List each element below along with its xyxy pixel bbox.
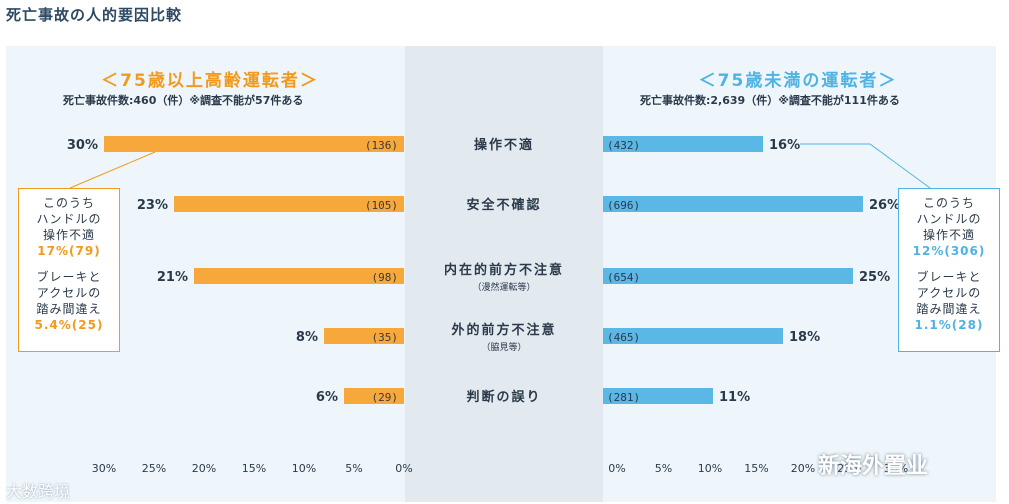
left-tick-label: 15% [242,462,266,475]
right-note-line: 踏み間違え [916,302,982,316]
category-label: 安全不確認 [466,197,541,213]
category-label: 外的前方不注意 [450,322,556,338]
right-note-line: ハンドルの [916,212,982,226]
right-value-label: 18% [789,330,820,345]
left-value-label: 23% [137,198,168,213]
right-leader-line [800,143,931,189]
right-note-box: このうち ハンドルの 操作不適 12%(306) ブレーキと アクセルの 踏み間… [898,188,1000,352]
left-tick-label: 25% [142,462,166,475]
left-count-label: (136) [365,139,398,152]
right-note-line: 操作不適 [922,228,975,242]
right-bar [603,136,763,152]
left-value-label: 6% [316,390,338,405]
page-title: 死亡事故の人的要因比較 [6,6,183,24]
left-bar [174,196,404,212]
right-tick-label: 30% [884,462,908,475]
right-count-label: (465) [607,331,640,344]
right-bar [603,196,863,212]
left-tick-label: 0% [395,462,412,475]
left-note-box: このうち ハンドルの 操作不適 17%(79) ブレーキと アクセルの 踏み間違… [18,188,120,352]
right-tick-label: 10% [698,462,722,475]
left-tick-label: 5% [345,462,362,475]
left-panel-heading: ＜75歳以上高齢運転者＞ [101,71,319,91]
category-sublabel: （漫然運転等） [472,281,535,293]
left-count-label: (98) [372,271,399,284]
left-value-label: 8% [296,330,318,345]
left-value-label: 30% [67,138,98,153]
left-count-label: (105) [365,199,398,212]
watermark-left: 大数跨境 [6,482,71,501]
right-value-label: 26% [869,198,900,213]
right-tick-label: 5% [655,462,672,475]
left-bar [324,328,404,344]
right-note-line: アクセルの [916,286,982,300]
left-note-line: 踏み間違え [36,302,102,316]
left-tick-label: 10% [292,462,316,475]
right-count-label: (281) [607,391,640,404]
right-value-label: 25% [859,270,890,285]
left-note-line: アクセルの [36,286,102,300]
right-count-label: (432) [607,139,640,152]
right-bar [603,388,713,404]
left-tick-label: 30% [92,462,116,475]
category-label: 操作不適 [474,137,534,153]
left-tick-label: 20% [192,462,216,475]
right-value-label: 16% [769,138,800,153]
right-count-label: (654) [607,271,640,284]
left-note-line: このうち [42,196,95,210]
category-sublabel: （脇見等） [481,341,526,353]
right-note-value: 1.1%(28) [914,318,984,332]
right-value-label: 11% [719,390,750,405]
left-count-label: (29) [372,391,399,404]
right-bar [603,268,853,284]
right-note-line: このうち [922,196,975,210]
right-bar [603,328,783,344]
right-count-label: (696) [607,199,640,212]
left-bar [194,268,404,284]
right-tick-label: 15% [744,462,768,475]
category-band [405,46,603,502]
left-leader-line [69,151,156,189]
left-note-value: 17%(79) [37,244,101,258]
left-note-line: 操作不適 [42,228,95,242]
left-note-value: 5.4%(25) [34,318,104,332]
left-note-line: ブレーキと [36,270,102,284]
category-label: 判断の誤り [466,389,541,405]
left-note-line: ハンドルの [36,212,102,226]
right-tick-label: 25% [837,462,861,475]
right-panel-heading: ＜75歳未満の運転者＞ [698,71,898,91]
left-panel-subheading: 死亡事故件数:460（件）※調査不能が57件ある [63,94,304,107]
right-tick-label: 0% [608,462,625,475]
right-panel-subheading: 死亡事故件数:2,639（件）※調査不能が111件ある [640,94,900,107]
watermark-right: 新海外置业 [818,454,929,479]
category-label: 内在的前方不注意 [444,262,564,278]
right-note-value: 12%(306) [912,244,986,258]
left-value-label: 21% [157,270,188,285]
right-tick-label: 20% [791,462,815,475]
right-note-line: ブレーキと [916,270,982,284]
left-bar [104,136,404,152]
left-bar [344,388,404,404]
left-count-label: (35) [372,331,399,344]
